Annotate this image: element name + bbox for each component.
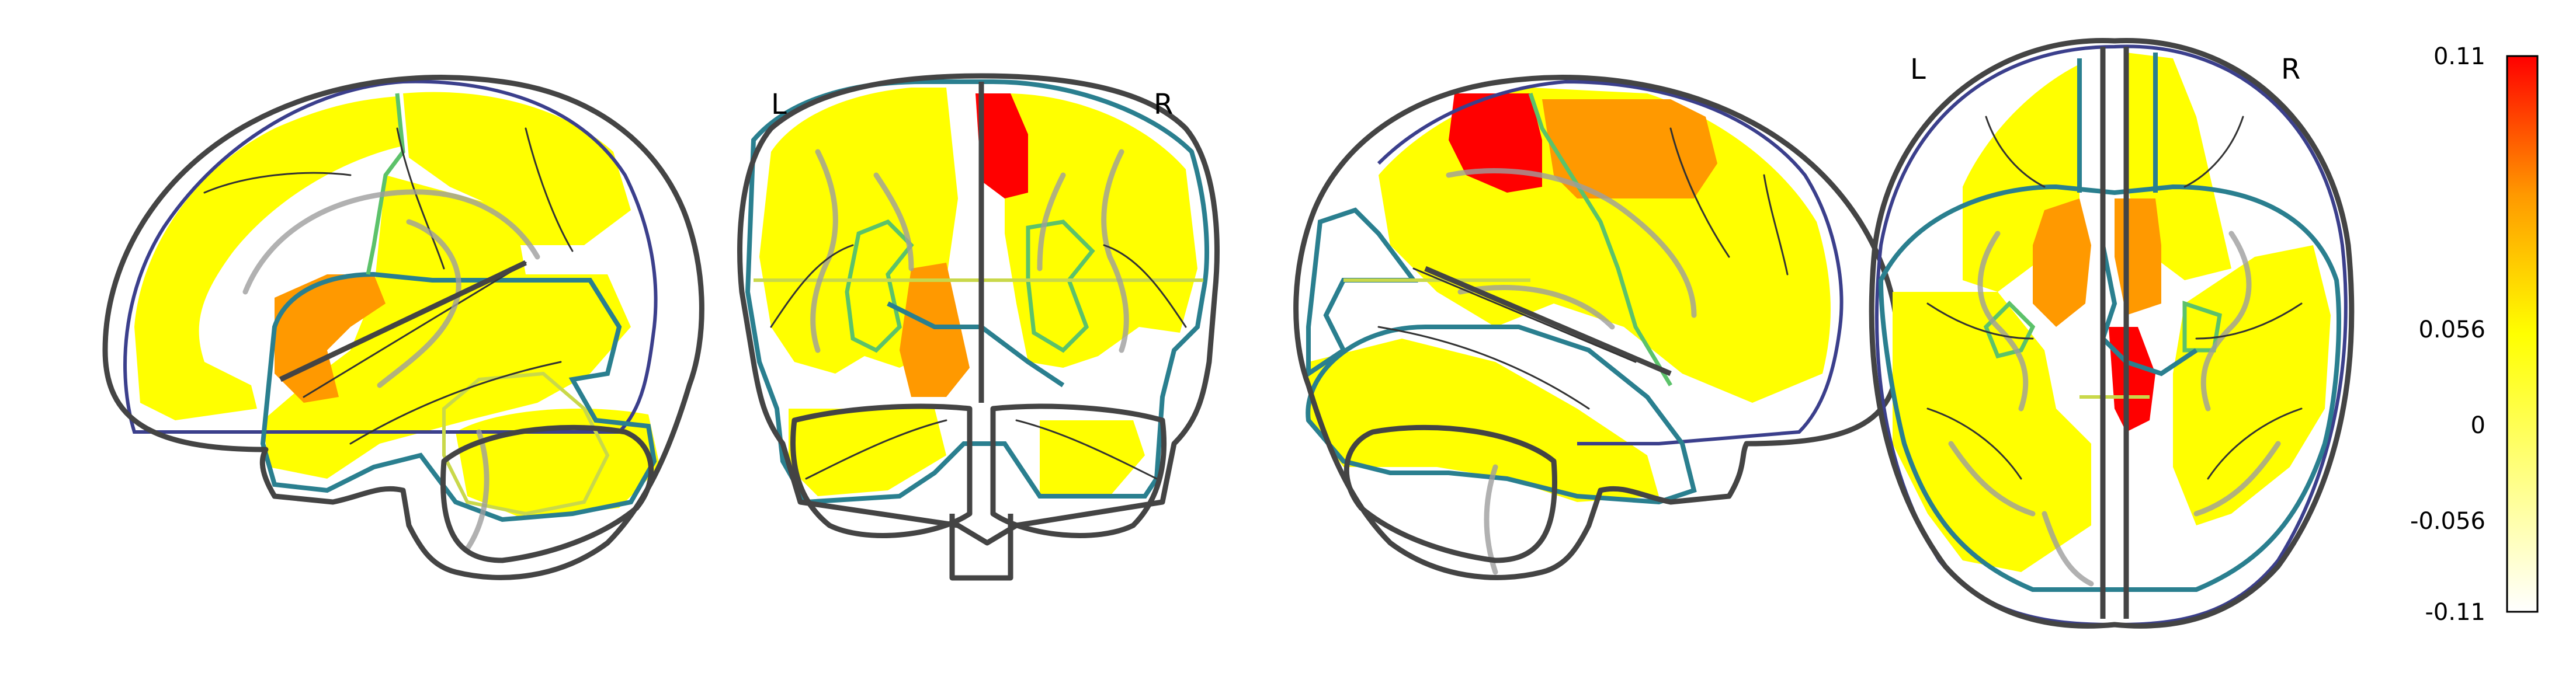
- gyrus-outline: [1977, 231, 2029, 412]
- sulcus-line: [349, 361, 562, 445]
- gyrus-outline: [464, 429, 489, 552]
- colorbar-upper-mid-label: 0.056: [2418, 316, 2485, 343]
- gyrus-outline: [1037, 172, 1066, 271]
- activation-blob: [1040, 420, 1145, 496]
- atlas-contour: [442, 371, 610, 516]
- sulcus-line: [396, 127, 445, 270]
- sulcus-line: [1926, 302, 2034, 340]
- activation-blob: [2173, 245, 2331, 525]
- lateral-fissure: [279, 260, 527, 382]
- activation-blob: [1893, 292, 2091, 572]
- brain-outline: [1869, 38, 2355, 629]
- sulcus-line: [1926, 407, 2022, 480]
- brain-outline: [102, 75, 704, 580]
- sagittal-right-view: [1293, 75, 1901, 580]
- atlas-contour: [1983, 301, 2036, 359]
- colorbar-lower-mid-label: -0.056: [2410, 508, 2485, 535]
- activation-blob: [975, 93, 1028, 198]
- gyrus-outline: [1446, 168, 1697, 318]
- sulcus-line: [1985, 116, 2046, 188]
- gyrus-outline: [1484, 464, 1498, 575]
- atlas-contour: [1878, 184, 2341, 592]
- brainstem-outline: [949, 514, 1013, 581]
- colorbar-zero-label: 0: [2471, 412, 2485, 439]
- cerebellum-outline: [440, 424, 654, 563]
- sulcus-line: [203, 172, 352, 194]
- cerebellum-outline: [1343, 424, 1557, 563]
- left-hemisphere-label: L: [771, 88, 787, 121]
- activation-blob: [2033, 198, 2091, 327]
- activation-blob: [2115, 198, 2161, 315]
- activation-blob: [1449, 93, 1542, 193]
- atlas-contour: [123, 79, 658, 434]
- gyrus-outline: [1101, 149, 1129, 353]
- activation-blob: [1308, 339, 1659, 502]
- sulcus-line: [770, 244, 854, 328]
- atlas-contour: [2100, 245, 2198, 377]
- atlas-contour: [1306, 207, 1418, 378]
- coronal-view: L R: [737, 73, 1220, 581]
- sulcus-line: [1763, 174, 1789, 276]
- activation-blob: [403, 92, 631, 245]
- activation-blob: [2109, 327, 2155, 432]
- left-hemisphere-label: L: [1910, 53, 1926, 86]
- activation-blob: [789, 409, 946, 496]
- cerebellum-outline: [990, 403, 1167, 538]
- atlas-contour: [845, 219, 914, 353]
- gyrus-outline: [377, 219, 461, 388]
- sulcus-line: [1412, 267, 1637, 363]
- activation-blob: [263, 175, 631, 479]
- gyrus-outline: [2042, 511, 2094, 587]
- sulcus-line: [2207, 407, 2303, 480]
- atlas-contour: [366, 93, 405, 275]
- cerebellum-outline: [790, 403, 973, 538]
- gyrus-outline: [242, 189, 540, 295]
- atlas-contour: [260, 271, 657, 522]
- right-hemisphere-label: R: [1154, 88, 1173, 121]
- colorbar: 0.11 0.056 0 -0.056 -0.11: [2410, 43, 2539, 626]
- atlas-contour: [1306, 325, 1697, 505]
- activation-blob: [1542, 99, 1717, 198]
- atlas-contour: [1377, 79, 1844, 445]
- colorbar-gradient: [2506, 55, 2539, 613]
- sagittal-left-view: [102, 75, 704, 580]
- sulcus-line: [525, 127, 574, 252]
- activation-blob: [134, 96, 403, 420]
- gyrus-outline: [2193, 441, 2281, 517]
- sulcus-line: [1103, 244, 1187, 328]
- brain-outline: [737, 73, 1220, 546]
- right-hemisphere-label: R: [2281, 53, 2300, 86]
- atlas-contour: [1026, 219, 1095, 353]
- axial-view: L R: [1869, 38, 2355, 629]
- sulcus-line: [1669, 127, 1730, 258]
- colorbar-min-label: -0.11: [2425, 599, 2486, 626]
- activation-blob: [1005, 93, 1197, 368]
- gyrus-outline: [2200, 231, 2252, 412]
- sulcus-line: [1015, 419, 1158, 480]
- sulcus-line: [303, 262, 527, 398]
- lateral-fissure: [1424, 266, 1672, 377]
- activation-blob: [900, 263, 970, 397]
- sulcus-line: [805, 419, 947, 480]
- gyrus-outline: [873, 172, 914, 271]
- atlas-contour: [1528, 92, 1673, 386]
- brain-outline: [1293, 75, 1901, 580]
- colorbar-max-label: 0.11: [2433, 43, 2485, 70]
- sulcus-line: [2195, 302, 2303, 340]
- sulcus-line: [2183, 116, 2244, 188]
- sulcus-line: [1377, 326, 1590, 410]
- gyrus-outline: [1948, 441, 2036, 517]
- gyrus-outline: [1457, 285, 1615, 330]
